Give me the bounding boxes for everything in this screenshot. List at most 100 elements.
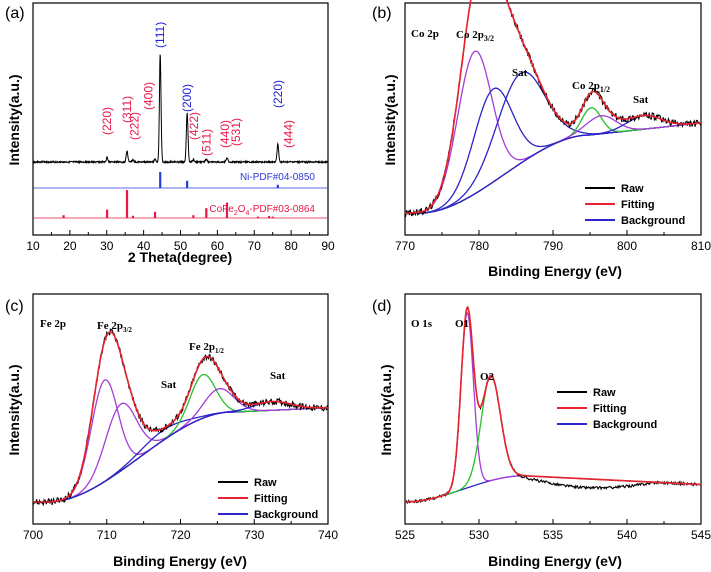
panel-b-x-ticks: 770 780 790 800 810 (395, 230, 711, 253)
x-tick-label: 780 (469, 239, 489, 253)
x-tick-label: 70 (248, 239, 262, 253)
panel-b-x-label: Binding Energy (eV) (488, 263, 622, 279)
panel-d-element-label: O 1s (411, 318, 433, 330)
panel-b-element-label: Co 2p (411, 28, 439, 40)
x-tick-label: 60 (211, 239, 225, 253)
x-tick-label: 40 (137, 239, 151, 253)
panel-d-tag: (d) (372, 298, 392, 315)
fitting-curve (33, 331, 328, 503)
panel-d-x-ticks: 525 530 535 540 545 (395, 519, 711, 542)
component-peak (405, 114, 701, 214)
component-peak (405, 115, 702, 214)
panel-b-sat-label-2: Sat (633, 94, 649, 106)
hkl-label: (200) (180, 84, 194, 112)
panel-c: (c) Fe 2p 700 710 720 730 740 Binding Energy… (5, 293, 338, 569)
panel-c-y-label: Intensity(a.u.) (6, 364, 22, 455)
legend-label: Fitting (593, 403, 627, 415)
panel-b-co2p12-label: Co 2p1/2 (572, 80, 610, 94)
raw-curve (32, 328, 329, 507)
panel-b-tag: (b) (372, 5, 392, 22)
x-tick-label: 540 (617, 528, 637, 542)
hkl-label: (444) (282, 120, 296, 148)
x-tick-label: 740 (318, 528, 338, 542)
panel-d-legend: Raw Fitting Background (557, 387, 657, 431)
panel-a-y-label: Intensity(a.u.) (6, 74, 22, 165)
raw-curve (404, 306, 702, 505)
legend-label: Background (593, 419, 657, 431)
legend-label: Fitting (254, 493, 288, 505)
panel-a-x-label: 2 Theta(degree) (128, 249, 232, 265)
panel-d: (d) O 1s 525 530 535 540 545 Binding Energy … (372, 293, 711, 569)
hkl-label: (222) (127, 112, 141, 140)
hkl-label: (111) (153, 22, 167, 48)
panel-b-y-label: Intensity(a.u.) (382, 74, 398, 165)
hkl-label: (531) (229, 118, 243, 146)
component-peak (33, 407, 329, 503)
legend-label: Background (621, 215, 685, 227)
panel-b-co2p32-label: Co 2p3/2 (456, 29, 494, 43)
legend-label: Background (254, 509, 318, 521)
panel-b-sat-label-1: Sat (512, 67, 528, 79)
x-tick-label: 50 (174, 239, 188, 253)
x-tick-label: 535 (543, 528, 563, 542)
x-tick-label: 525 (395, 528, 415, 542)
hkl-label: (400) (141, 82, 155, 110)
panel-a-x-ticks: 10 20 30 40 50 60 70 80 90 (26, 230, 335, 253)
x-tick-label: 720 (170, 528, 190, 542)
legend-label: Raw (254, 477, 277, 489)
panel-a-cofe-reference-label: CoFe2O4-PDF#03-0864 (209, 204, 315, 217)
panel-d-x-label: Binding Energy (eV) (488, 553, 622, 569)
panel-c-x-ticks: 700 710 720 730 740 (23, 519, 338, 542)
panel-b-legend: Raw Fitting Background (585, 183, 685, 227)
hkl-label: (440) (218, 120, 232, 148)
x-tick-label: 790 (543, 239, 563, 253)
component-peak (405, 50, 702, 214)
panel-a-hkl-labels: (220) (311)(222)(400) (111) (200)(422)(511)… (100, 22, 295, 156)
legend-label: Raw (621, 183, 644, 195)
x-tick-label: 90 (321, 239, 335, 253)
panel-b-curves (404, 0, 702, 218)
x-tick-label: 80 (284, 239, 298, 253)
x-tick-label: 800 (617, 239, 637, 253)
panel-d-o2-label: O2 (480, 371, 495, 383)
panel-d-o1-label: O1 (455, 318, 469, 330)
panel-d-y-label: Intensity(a.u.) (378, 364, 394, 455)
x-tick-label: 30 (100, 239, 114, 253)
component-peak (405, 71, 702, 214)
panel-b: (b) Co 2p 770 780 790 800 810 Binding Energy… (372, 0, 711, 279)
hkl-label: (511) (199, 129, 213, 156)
panel-a-frame (32, 2, 329, 236)
component-peak (33, 402, 328, 503)
x-tick-label: 730 (244, 528, 264, 542)
panel-c-fe2p12-label: Fe 2p1/2 (189, 341, 224, 355)
panel-d-curves (404, 306, 702, 505)
hkl-label: (422) (187, 112, 201, 140)
panel-a: (a) 10 20 30 40 50 60 70 80 90 2 Theta(degree) I… (5, 2, 335, 265)
x-tick-label: 530 (469, 528, 489, 542)
x-tick-label: 700 (23, 528, 43, 542)
panel-c-legend: Raw Fitting Background (218, 477, 318, 521)
x-tick-label: 810 (691, 239, 711, 253)
panel-c-element-label: Fe 2p (40, 318, 66, 330)
panel-a-xrd-line (32, 54, 329, 165)
legend-label: Raw (593, 387, 616, 399)
panel-c-frame (32, 293, 329, 525)
x-tick-label: 20 (63, 239, 77, 253)
hkl-label: (311) (120, 96, 134, 123)
fitting-curve (405, 0, 701, 214)
panel-c-tag: (c) (5, 298, 24, 315)
panel-c-fe2p32-label: Fe 2p3/2 (97, 320, 132, 334)
x-tick-label: 10 (26, 239, 40, 253)
background-curve (405, 475, 701, 503)
x-tick-label: 545 (691, 528, 711, 542)
panel-a-reference-sticks (33, 172, 328, 219)
panel-c-sat-label-2: Sat (270, 370, 286, 382)
panel-a-ni-reference-label: Ni-PDF#04-0850 (240, 172, 315, 183)
component-peak (33, 400, 328, 503)
hkl-label: (220) (100, 107, 114, 135)
hkl-label: (220) (271, 80, 285, 108)
x-tick-label: 710 (97, 528, 117, 542)
panel-c-x-label: Binding Energy (eV) (113, 553, 247, 569)
component-peak (405, 311, 701, 503)
